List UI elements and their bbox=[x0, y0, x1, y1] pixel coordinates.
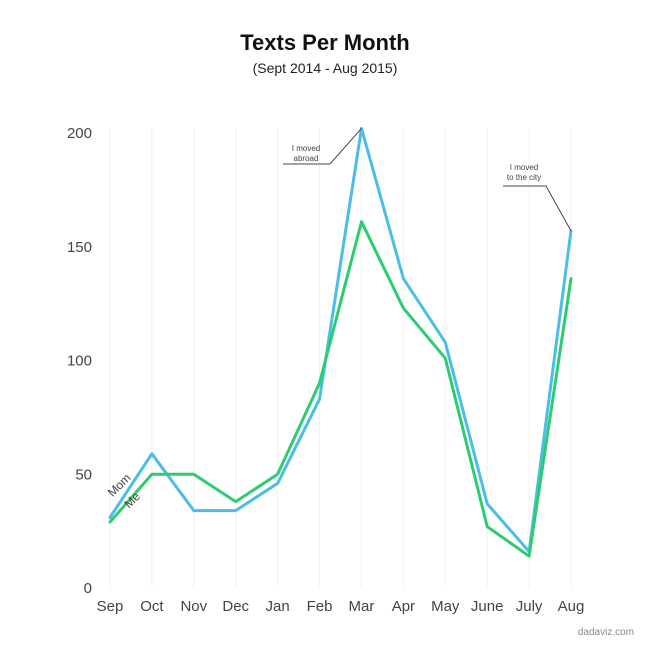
series-lines bbox=[108, 126, 573, 558]
series-line-me bbox=[108, 220, 573, 558]
y-tick-label: 0 bbox=[84, 580, 92, 597]
x-tick-label: Mar bbox=[349, 598, 375, 615]
x-tick-label: Apr bbox=[392, 598, 415, 615]
chart-title: Texts Per Month bbox=[240, 30, 410, 55]
annotation-leader-line bbox=[503, 185, 572, 232]
annotation-text: abroad bbox=[294, 154, 319, 163]
x-tick-label: Oct bbox=[140, 598, 164, 615]
y-tick-label: 100 bbox=[67, 353, 92, 370]
series-line-mom bbox=[108, 126, 573, 554]
x-tick-label: Dec bbox=[222, 598, 249, 615]
x-tick-label: Nov bbox=[180, 598, 207, 615]
y-tick-label: 200 bbox=[67, 125, 92, 142]
x-tick-label: Aug bbox=[558, 598, 585, 615]
annotation-leader-line bbox=[283, 128, 362, 165]
x-tick-label: May bbox=[431, 598, 460, 615]
x-axis-ticks: Sep Oct Nov Dec Jan Feb Mar Apr May June July Aug bbox=[97, 598, 585, 615]
x-tick-label: Feb bbox=[307, 598, 333, 615]
annotation-text: I moved bbox=[510, 163, 538, 172]
series-label-me: Me bbox=[121, 489, 143, 511]
annotation-text: to the city bbox=[507, 173, 541, 182]
annotation-text: I moved bbox=[292, 144, 320, 153]
y-tick-label: 150 bbox=[67, 239, 92, 256]
y-tick-label: 50 bbox=[75, 466, 92, 483]
x-tick-label: Sep bbox=[97, 598, 124, 615]
x-tick-label: Jan bbox=[266, 598, 290, 615]
credit-text: dadaviz.com bbox=[577, 627, 634, 638]
y-axis-ticks: 0 50 100 150 200 bbox=[67, 125, 92, 597]
x-tick-label: July bbox=[516, 598, 543, 615]
x-tick-label: June bbox=[471, 598, 504, 615]
chart-subtitle: (Sept 2014 - Aug 2015) bbox=[252, 60, 398, 76]
